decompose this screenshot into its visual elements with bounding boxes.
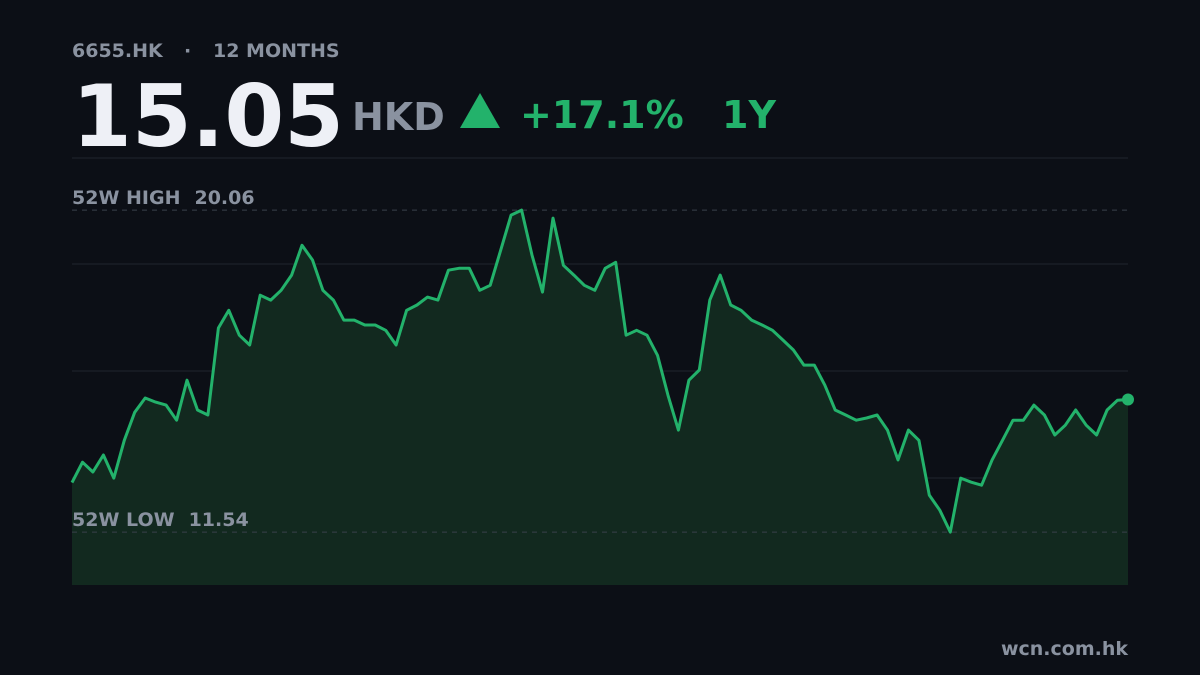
reference-label: 52W HIGH 20.06 (72, 187, 255, 209)
reference-name: 52W HIGH (72, 187, 180, 209)
ticker: 6655.HK (72, 40, 164, 62)
area-fill (72, 210, 1128, 585)
period: 12 MONTHS (213, 40, 340, 62)
reference-name: 52W LOW (72, 509, 175, 531)
reference-label: 52W LOW 11.54 (72, 509, 249, 531)
up-arrow (460, 93, 500, 128)
plot: 52W HIGH 20.06 52W LOW 11.54 (70, 187, 1134, 585)
footer: wcn.com.hk (1001, 638, 1128, 660)
reference-value: 11.54 (189, 509, 249, 531)
price-line (70, 208, 1129, 534)
reference-value: 20.06 (194, 187, 254, 209)
price: 15.05 (72, 67, 344, 167)
change: +17.1% (520, 93, 684, 137)
range: 1Y (722, 93, 776, 137)
separator-dot: · (184, 40, 191, 62)
last-point (1122, 393, 1134, 406)
currency: HKD (352, 95, 445, 139)
